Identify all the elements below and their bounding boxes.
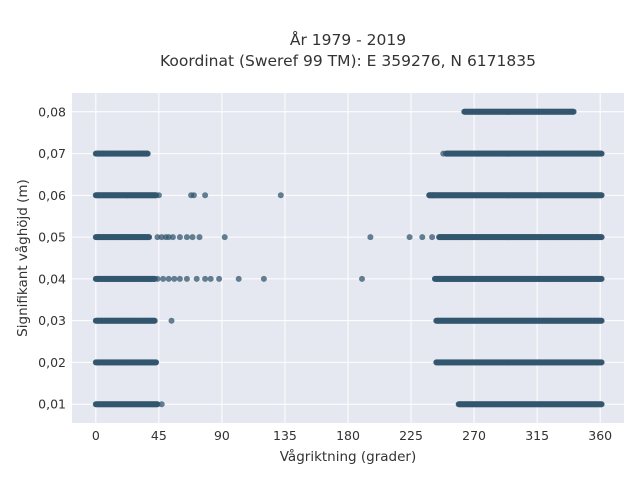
x-tick-label: 180 <box>336 428 360 443</box>
x-tick-label: 0 <box>92 428 100 443</box>
data-point <box>359 275 365 282</box>
y-tick-label: 0,06 <box>38 188 66 203</box>
x-tick-label: 270 <box>462 428 486 443</box>
y-tick-label: 0,04 <box>38 271 66 286</box>
data-point <box>165 275 172 282</box>
y-axis-label: Signifikant våghöjd (m) <box>14 179 31 337</box>
data-point <box>189 234 196 241</box>
data-point <box>202 275 209 282</box>
data-point <box>154 275 161 282</box>
data-point <box>151 317 158 324</box>
data-point <box>430 192 437 199</box>
data-point <box>137 150 144 157</box>
data-point <box>143 150 150 157</box>
x-tick-label: 90 <box>214 428 230 443</box>
data-point <box>190 192 197 199</box>
data-point <box>216 275 223 282</box>
data-point <box>158 401 165 408</box>
data-point <box>598 317 605 324</box>
x-axis-label: Vågriktning (grader) <box>280 448 417 465</box>
data-point <box>155 192 162 199</box>
data-point <box>183 275 190 282</box>
data-point <box>193 275 200 282</box>
chart-title-line1: År 1979 - 2019 <box>290 30 406 49</box>
y-tick-label: 0,02 <box>38 355 66 370</box>
data-point <box>99 150 106 157</box>
chart-title-line2: Koordinat (Sweref 99 TM): E 359276, N 61… <box>160 52 536 70</box>
data-point <box>196 234 203 241</box>
data-point <box>146 234 153 241</box>
data-point <box>440 150 447 157</box>
data-point <box>598 150 605 157</box>
data-point <box>176 275 183 282</box>
data-point <box>106 150 113 157</box>
data-point <box>154 401 161 408</box>
y-tick-label: 0,08 <box>38 104 66 119</box>
x-tick-label: 315 <box>525 428 549 443</box>
data-point <box>221 234 228 241</box>
data-point <box>158 234 165 241</box>
data-point <box>176 234 183 241</box>
x-tick-label: 45 <box>151 428 167 443</box>
x-tick-label: 360 <box>588 428 612 443</box>
data-point <box>207 275 214 282</box>
y-tick-labels: 0,01 0,02 0,03 0,04 0,05 0,06 0,07 0,08 <box>38 104 66 411</box>
data-point <box>429 234 436 241</box>
data-point <box>165 234 172 241</box>
x-tick-label: 135 <box>273 428 297 443</box>
data-point <box>202 192 209 199</box>
x-tick-labels: 0 45 90 135 180 225 270 315 360 <box>92 428 612 443</box>
y-tick-label: 0,07 <box>38 146 66 161</box>
y-tick-label: 0,03 <box>38 313 66 328</box>
data-point <box>598 234 605 241</box>
data-points <box>92 108 605 408</box>
y-tick-label: 0,01 <box>38 397 66 412</box>
data-point <box>168 317 175 324</box>
data-point <box>367 234 374 241</box>
data-point <box>570 108 577 115</box>
data-point <box>598 401 605 408</box>
data-point <box>160 275 167 282</box>
data-point <box>235 275 242 282</box>
x-tick-label: 225 <box>399 428 423 443</box>
data-point <box>406 234 413 241</box>
data-point <box>154 234 161 241</box>
y-tick-label: 0,05 <box>38 230 66 245</box>
data-point <box>130 150 137 157</box>
data-point <box>277 192 284 199</box>
data-point <box>260 275 267 282</box>
data-point <box>426 192 433 199</box>
data-point <box>598 359 605 366</box>
data-point <box>598 275 605 282</box>
data-point <box>419 234 426 241</box>
data-point <box>171 275 178 282</box>
data-point <box>598 192 605 199</box>
data-point <box>169 234 176 241</box>
data-point <box>153 359 160 366</box>
data-point <box>183 234 190 241</box>
